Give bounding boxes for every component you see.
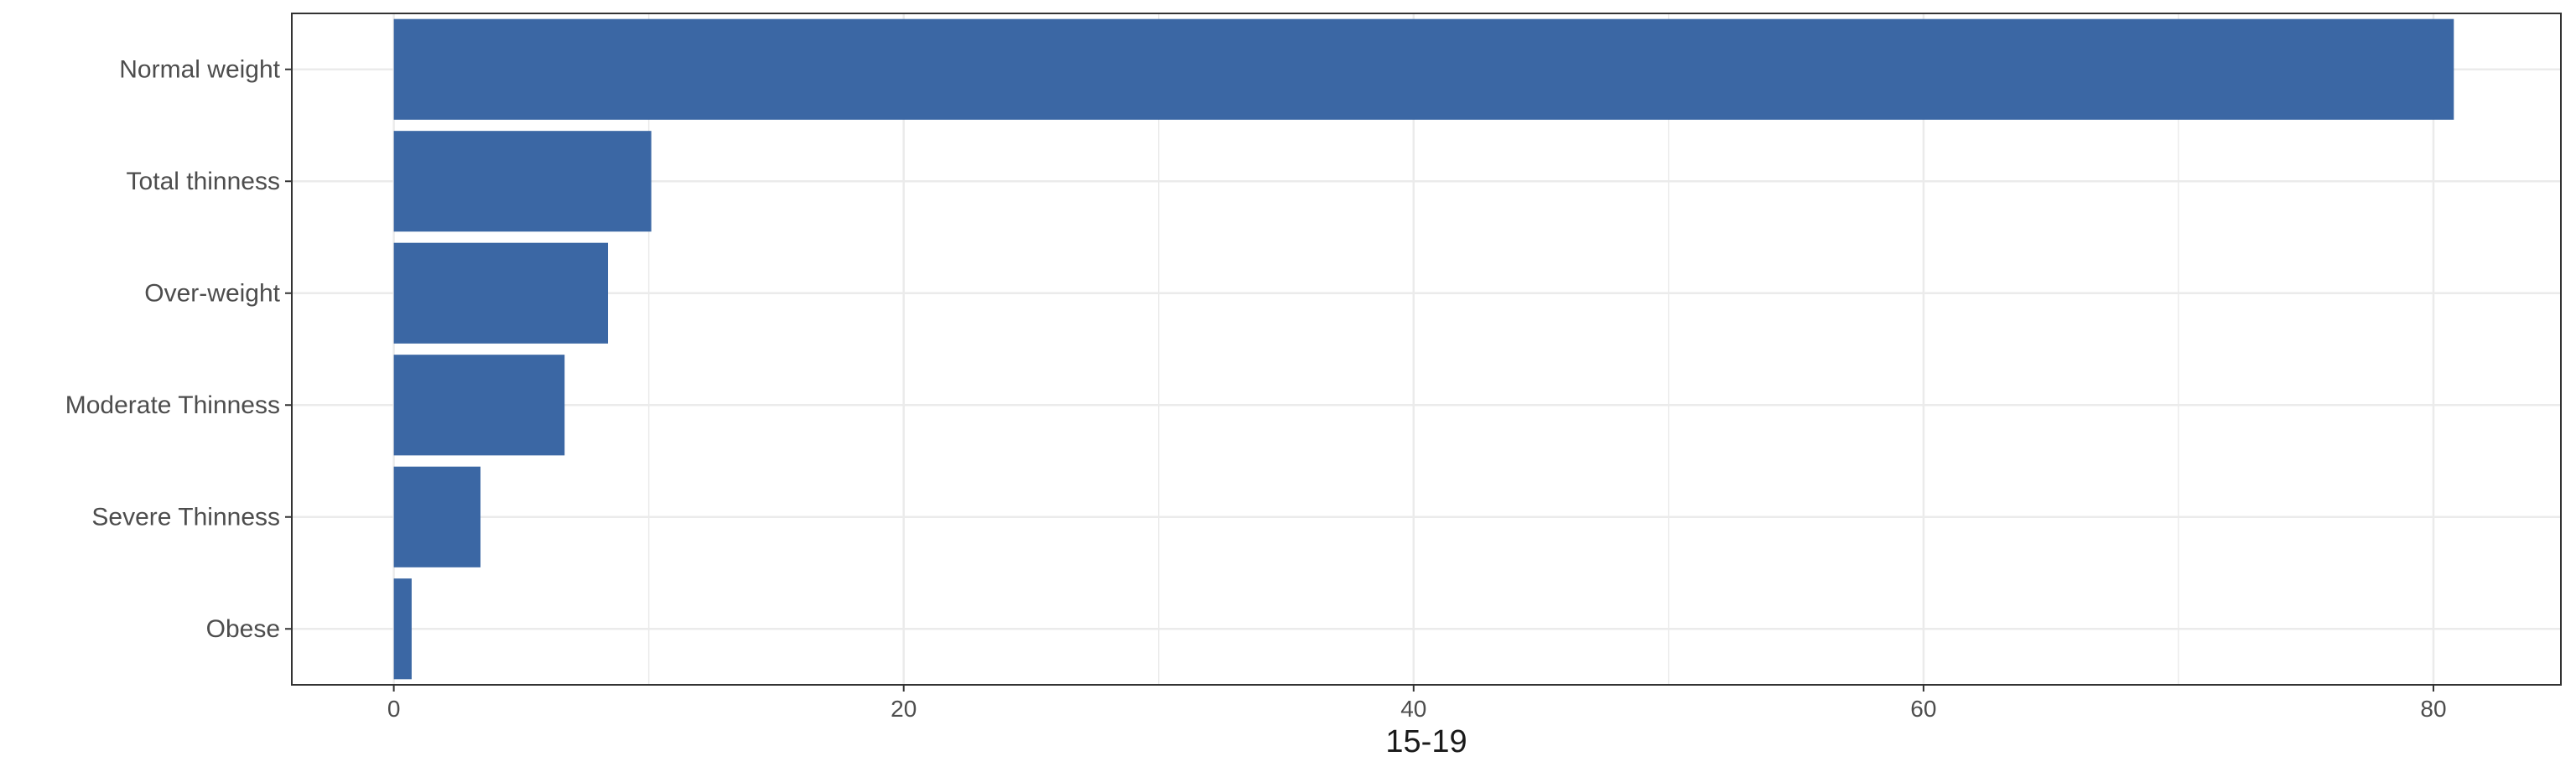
x-tick-label: 40 [1400, 696, 1426, 722]
y-tick-label: Severe Thinness [91, 503, 280, 531]
bar-moderate-thinness [393, 355, 565, 456]
panel-background [292, 13, 2561, 685]
bar-severe-thinness [393, 466, 480, 567]
y-tick-label: Obese [206, 615, 280, 643]
x-tick-label: 0 [387, 696, 401, 722]
panel-border [291, 13, 2562, 686]
y-tick-label: Total thinness [127, 168, 280, 195]
x-tick-label: 20 [891, 696, 917, 722]
x-tick-label: 80 [2420, 696, 2446, 722]
y-tick-label: Normal weight [119, 55, 280, 83]
y-tick-label: Moderate Thinness [65, 391, 280, 419]
x-tick-label: 60 [1910, 696, 1936, 722]
y-tick-label: Over-weight [144, 279, 280, 307]
bar-over-weight [393, 242, 609, 344]
bar-obese [393, 578, 412, 680]
bar-total-thinness [393, 131, 652, 232]
bar-normal-weight [393, 18, 2454, 120]
x-axis-title: 15-19 [1385, 724, 1467, 759]
bar-layer [393, 18, 2454, 680]
y-axis: Normal weight Total thinness Over-weight Mo… [65, 55, 292, 643]
x-axis: 0 20 40 60 80 [387, 685, 2447, 722]
